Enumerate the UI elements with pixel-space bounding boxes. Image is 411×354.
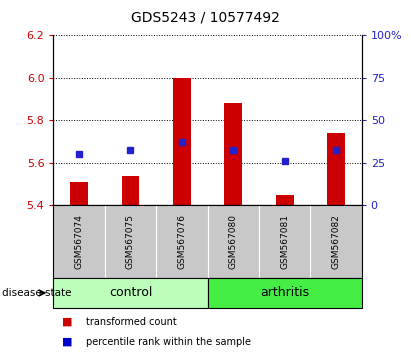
Bar <box>122 176 139 205</box>
Bar <box>173 78 191 205</box>
Text: GDS5243 / 10577492: GDS5243 / 10577492 <box>131 11 280 25</box>
Text: percentile rank within the sample: percentile rank within the sample <box>86 337 251 347</box>
Bar <box>276 195 293 205</box>
Text: ■: ■ <box>62 317 72 327</box>
Text: GSM567081: GSM567081 <box>280 214 289 269</box>
Text: GSM567075: GSM567075 <box>126 214 135 269</box>
Text: transformed count: transformed count <box>86 317 177 327</box>
Text: ■: ■ <box>62 337 72 347</box>
Text: GSM567076: GSM567076 <box>178 214 186 269</box>
Text: disease state: disease state <box>2 288 72 298</box>
Bar <box>224 103 242 205</box>
Bar <box>70 182 88 205</box>
Text: arthritis: arthritis <box>260 286 309 299</box>
Text: control: control <box>109 286 152 299</box>
Bar <box>208 278 362 308</box>
Text: GSM567082: GSM567082 <box>332 214 340 269</box>
Bar <box>53 278 208 308</box>
Text: GSM567080: GSM567080 <box>229 214 238 269</box>
Bar <box>327 133 345 205</box>
Text: GSM567074: GSM567074 <box>75 214 83 269</box>
